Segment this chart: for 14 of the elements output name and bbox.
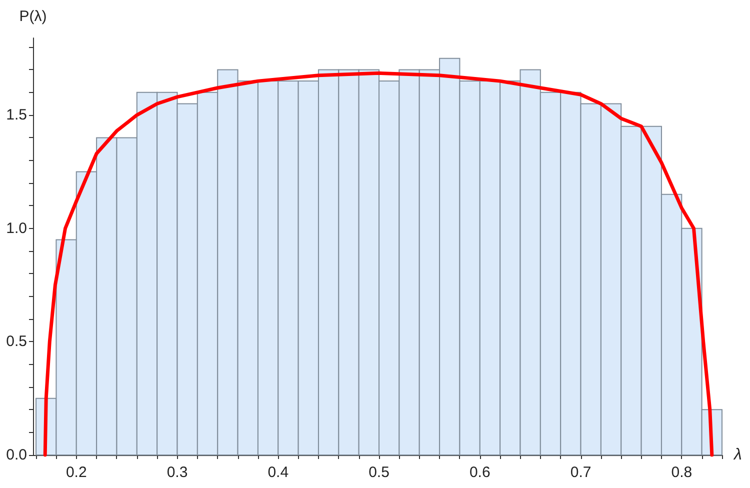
y-tick-label: 1.0 [6, 220, 27, 237]
y-tick-label: 0.5 [6, 333, 27, 350]
y-tick-label: 1.5 [6, 106, 27, 124]
y-axis-title: P(λ) [19, 8, 47, 25]
x-tick-label: 0.3 [166, 464, 188, 481]
line-series [43, 71, 714, 457]
y-tick-label: 0.0 [6, 446, 27, 464]
x-tick-label: 0.6 [469, 464, 490, 481]
x-tick-label: 0.5 [368, 464, 390, 481]
x-axis-title: λ [733, 446, 742, 464]
x-tick-label: 0.7 [570, 464, 592, 481]
x-tick-label: 0.8 [671, 464, 692, 481]
x-tick-label: 0.2 [66, 464, 87, 481]
x-tick-label: 0.4 [268, 464, 289, 481]
